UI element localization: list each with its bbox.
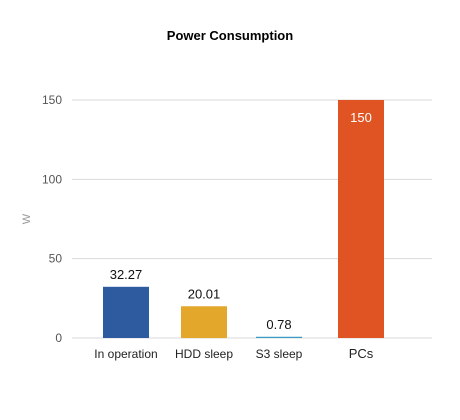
category-label: S3 sleep xyxy=(256,347,303,361)
data-label: 20.01 xyxy=(188,286,221,301)
category-label: In operation xyxy=(94,347,157,361)
data-label: 150 xyxy=(350,110,372,125)
category-label: PCs xyxy=(349,346,374,361)
y-tick-label: 150 xyxy=(42,93,62,107)
data-labels: 32.27 20.01 0.78 150 xyxy=(110,110,372,332)
category-labels: In operation HDD sleep S3 sleep PCs xyxy=(94,346,373,361)
data-label: 0.78 xyxy=(266,317,291,332)
chart-title: Power Consumption xyxy=(167,28,293,43)
y-axis-label: W xyxy=(21,213,33,224)
bar xyxy=(338,100,384,338)
data-label: 32.27 xyxy=(110,267,143,282)
y-tick-label: 0 xyxy=(55,331,62,345)
bar xyxy=(181,306,227,338)
bar xyxy=(103,286,149,338)
bar xyxy=(256,336,302,338)
category-label: HDD sleep xyxy=(175,347,233,361)
bars xyxy=(103,100,384,338)
y-tick-labels: 0 50 100 150 xyxy=(42,93,62,345)
y-tick-label: 50 xyxy=(49,252,63,266)
y-tick-label: 100 xyxy=(42,172,62,186)
